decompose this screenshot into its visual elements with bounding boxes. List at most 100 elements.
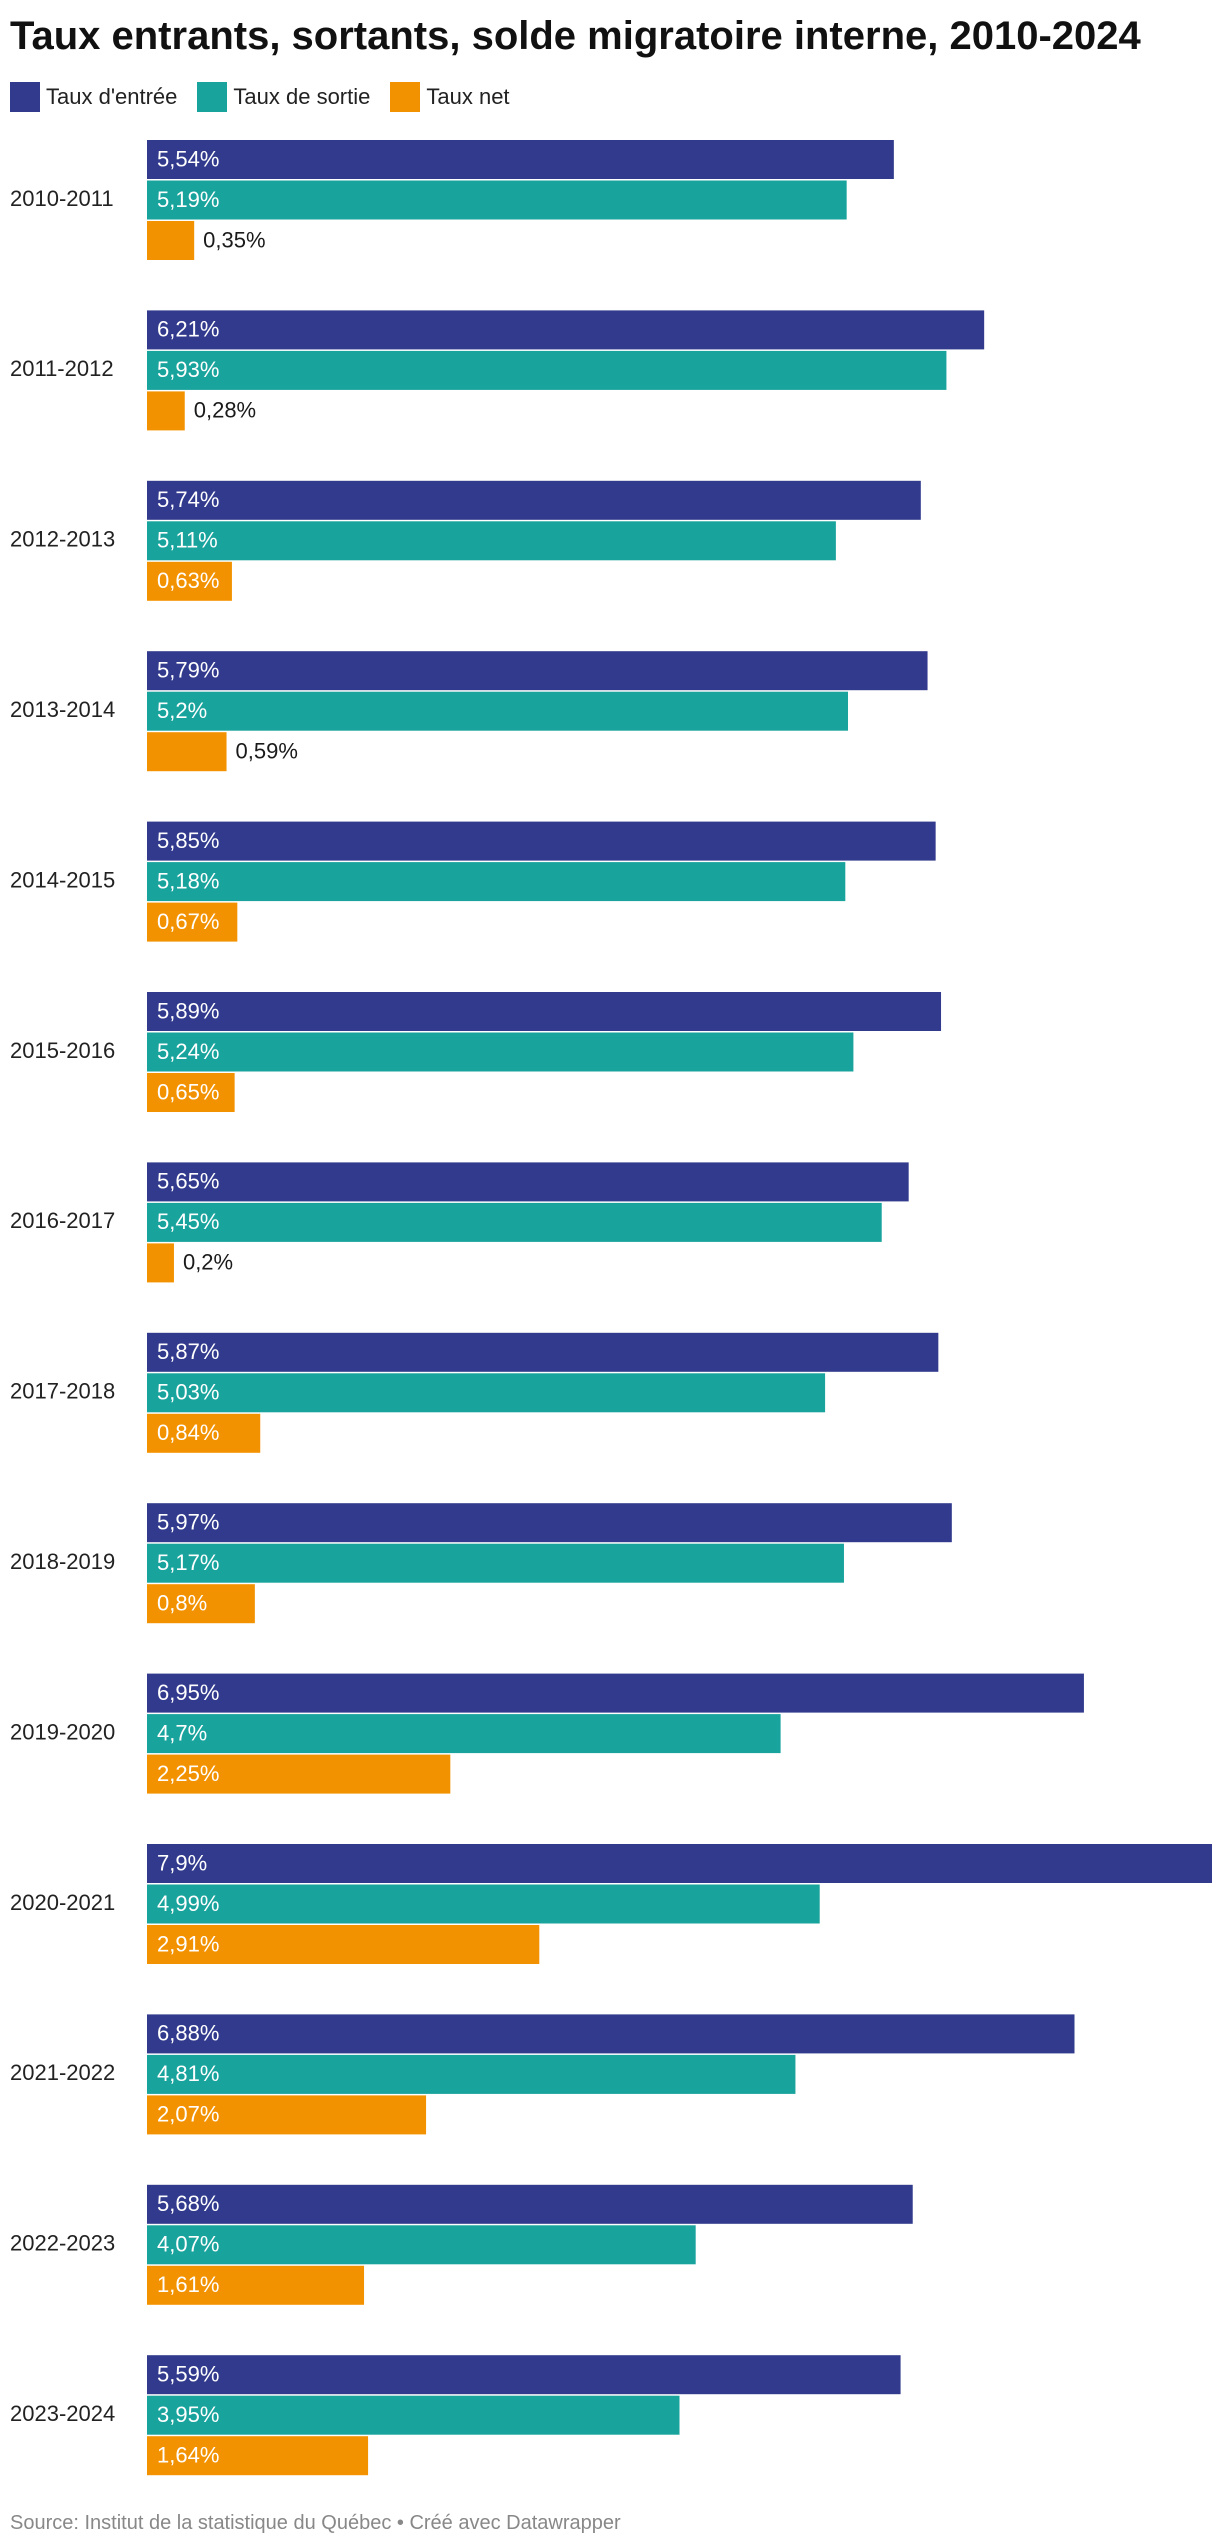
bar [147, 1243, 174, 1283]
data-label: 5,85% [157, 828, 219, 853]
legend-swatch [197, 82, 228, 112]
category-label: 2020-2021 [10, 1890, 115, 1915]
data-label: 5,19% [157, 187, 219, 212]
bar [147, 1925, 540, 1964]
data-label: 5,03% [157, 1380, 219, 1405]
data-label: 0,65% [157, 1079, 219, 1104]
data-label: 0,2% [183, 1250, 233, 1275]
category-label: 2022-2023 [10, 2231, 115, 2256]
category-label: 2021-2022 [10, 2060, 115, 2085]
data-label: 5,54% [157, 146, 219, 171]
bar [147, 140, 894, 179]
bar [147, 350, 947, 390]
data-label: 4,99% [157, 1891, 219, 1916]
data-label: 6,21% [157, 317, 219, 342]
bar [147, 1332, 939, 1372]
bar [147, 2265, 365, 2305]
bar [147, 2355, 901, 2395]
bar [147, 862, 846, 902]
data-label: 5,2% [157, 698, 207, 723]
data-label: 5,89% [157, 998, 219, 1023]
data-label: 0,28% [194, 398, 256, 423]
data-label: 0,67% [157, 909, 219, 934]
legend-swatch [390, 82, 421, 112]
legend-label: Taux net [426, 84, 510, 109]
bar [147, 1073, 235, 1112]
bar [147, 1503, 952, 1543]
bar [147, 2436, 369, 2476]
data-label: 5,11% [157, 528, 218, 553]
data-label: 5,74% [157, 487, 219, 512]
bar [147, 561, 232, 601]
bar [147, 651, 928, 691]
data-label: 5,87% [157, 1339, 219, 1364]
data-label: 0,8% [157, 1591, 207, 1616]
category-label: 2019-2020 [10, 1719, 115, 1744]
data-label: 2,25% [157, 1761, 219, 1786]
bar [147, 1844, 1212, 1883]
data-label: 6,95% [157, 1680, 219, 1705]
bar [147, 1673, 1084, 1713]
category-label: 2011-2012 [10, 356, 114, 381]
bar [147, 480, 921, 520]
data-label: 0,35% [203, 227, 265, 252]
category-label: 2017-2018 [10, 1379, 115, 1404]
data-label: 0,84% [157, 1420, 219, 1445]
data-label: 5,79% [157, 658, 219, 683]
bar [147, 992, 942, 1031]
bar [147, 180, 847, 220]
bar [147, 2014, 1075, 2054]
legend-item: Taux net [390, 82, 510, 112]
category-label: 2015-2016 [10, 1038, 115, 1063]
bar [147, 2095, 427, 2135]
data-label: 2,07% [157, 2102, 219, 2127]
bar [147, 221, 195, 260]
bar [147, 2054, 796, 2094]
bar [147, 1543, 844, 1583]
bar [147, 391, 185, 431]
data-label: 4,7% [157, 1720, 207, 1745]
category-label: 2010-2011 [10, 186, 114, 211]
data-label: 5,45% [157, 1209, 219, 1234]
bar [147, 1884, 820, 1924]
category-label: 2018-2019 [10, 1549, 115, 1574]
bar [147, 1413, 261, 1453]
data-label: 1,64% [157, 2443, 219, 2468]
bar [147, 1584, 255, 1624]
bar [147, 2395, 680, 2435]
data-label: 5,18% [157, 868, 219, 893]
legend: Taux d'entrée Taux de sortie Taux net [10, 82, 530, 112]
data-label: 4,07% [157, 2232, 219, 2257]
bar [147, 1202, 882, 1242]
data-label: 5,59% [157, 2362, 219, 2387]
data-label: 6,88% [157, 2021, 219, 2046]
data-label: 3,95% [157, 2402, 219, 2427]
bar [147, 691, 849, 731]
data-label: 5,97% [157, 1510, 219, 1535]
bar [147, 2225, 696, 2265]
data-label: 4,81% [157, 2061, 219, 2086]
data-label: 5,17% [157, 1550, 219, 1575]
data-label: 2,91% [157, 1931, 219, 1956]
data-label: 0,63% [157, 568, 219, 593]
legend-item: Taux d'entrée [10, 82, 177, 112]
category-label: 2016-2017 [10, 1208, 115, 1233]
category-label: 2012-2013 [10, 527, 115, 552]
bar [147, 1032, 854, 1072]
data-label: 7,9% [157, 1850, 207, 1875]
bar [147, 1714, 781, 1754]
bar [147, 902, 238, 942]
legend-label: Taux de sortie [233, 84, 371, 109]
source-note: Source: Institut de la statistique du Qu… [10, 2512, 621, 2534]
legend-item: Taux de sortie [197, 82, 370, 112]
bar [147, 1373, 826, 1413]
bar [147, 2184, 913, 2224]
data-label: 5,68% [157, 2191, 219, 2216]
bar [147, 1754, 451, 1794]
legend-label: Taux d'entrée [46, 84, 178, 109]
data-label: 5,93% [157, 357, 219, 382]
bar [147, 521, 836, 561]
bar [147, 310, 985, 350]
chart-title: Taux entrants, sortants, solde migratoir… [10, 14, 1141, 58]
